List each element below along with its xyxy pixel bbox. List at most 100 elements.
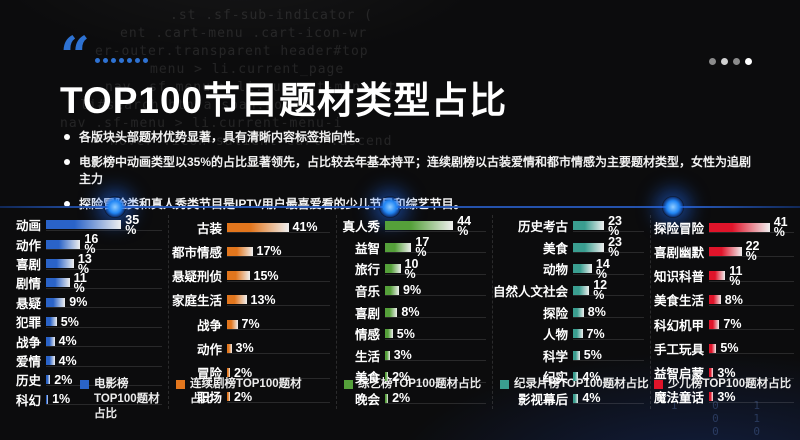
legend-item: 少儿榜TOP100题材占比 [650,377,800,422]
category-label: 纪实 [542,371,568,386]
chart-row: 探险 8% [493,301,647,323]
chart-row: 科幻 1% [0,390,165,409]
quote-dot-icon [126,58,132,63]
value-label: 8% [724,292,743,307]
bar-segment [227,295,247,305]
legend-swatch-icon [80,380,89,389]
pagination-dot[interactable] [721,58,728,65]
chart-row: 爱情 4% [0,351,165,370]
bar-segment [709,246,742,256]
chart-row: 益智启蒙 3% [651,361,797,385]
value-label: 8% [401,305,420,320]
category-label: 探险 [542,306,568,321]
chart-column: 真人秀 44 % 益智 17 % 旅行 10 % 音乐 9% 喜剧 8% 情感 … [336,215,492,409]
category-label: 职场 [196,391,222,406]
bar-segment [46,375,51,385]
bar-segment [46,259,74,269]
category-label: 音乐 [354,284,380,299]
bar-segment [573,307,584,317]
page-title: TOP100节目题材类型占比 [60,80,508,121]
value-label: 2% [392,391,411,406]
category-label: 情感 [354,328,380,343]
category-label: 动作 [15,238,41,253]
value-label: 14 % [595,256,610,281]
value-label: 2% [54,372,73,387]
category-label: 美食生活 [653,294,704,309]
chart-row: 古装 41% [169,215,333,239]
category-label: 都市情感 [171,245,222,260]
bar-segment [227,271,250,281]
chart-row: 纪实 4% [493,366,647,388]
bullet-item: 电影榜中动画类型以35%的占比显著领先，占比较去年基本持平；连续剧榜以古装爱情和… [62,154,762,188]
chart-row: 旅行 10 % [337,258,489,280]
category-label: 冒险 [196,367,222,382]
bar-segment [227,392,230,402]
bar-segment [46,336,55,346]
bar-segment [573,264,592,274]
category-label: 犯罪 [15,316,41,331]
chart-legend: 电影榜TOP100题材占比 连续剧榜TOP100题材占比 综艺榜TOP100题材… [0,377,800,422]
legend-swatch-icon [654,380,663,389]
value-label: 23 % [608,235,622,260]
pagination-dot[interactable] [745,58,752,65]
chart-row: 战争 7% [169,312,333,336]
chart-row: 生活 3% [337,344,489,366]
value-label: 23 % [608,213,622,238]
chart-column: 动画 35 % 动作 16 % 喜剧 13 % 剧情 11 % 悬疑 9% 犯罪… [0,213,168,409]
category-label: 喜剧 [354,306,380,321]
chart-row: 喜剧 13 % [0,252,165,275]
bar-segment [227,343,232,353]
chart-row: 剧情 11 % [0,270,165,295]
chart-row: 历史 2% [0,370,165,389]
value-label: 10 % [404,256,419,281]
category-label: 古装 [196,221,222,236]
legend-label: 纪录片榜TOP100题材占比 [514,378,649,390]
chart-row: 知识科普 11 % [651,264,797,288]
value-label: 5% [583,348,602,363]
chart-row: 悬疑 9% [0,293,165,312]
category-label: 历史 [15,374,41,389]
quote-dot-icon [134,58,140,63]
value-label: 11 % [73,270,87,295]
chart-row: 悬疑刑侦 15% [169,264,333,288]
value-label: 3% [717,365,736,380]
category-label: 家庭生活 [171,294,222,309]
quote-dots [94,58,148,63]
chart-row: 动作 16 % [0,233,165,255]
category-label: 悬疑 [15,296,41,311]
bar-segment [573,372,579,382]
category-label: 益智 [354,241,380,256]
category-label: 科学 [542,349,568,364]
pagination-dot[interactable] [709,58,716,65]
legend-swatch-icon [344,380,353,389]
category-label: 战争 [196,318,222,333]
chart-column: 探险冒险 41 % 喜剧幽默 22 % 知识科普 11 % 美食生活 8% 科幻… [650,215,800,409]
pagination-dot[interactable] [733,58,740,65]
chart-row: 科学 5% [493,344,647,366]
legend-label: 综艺榜TOP100题材占比 [358,378,482,390]
chart-row: 美食 2% [337,366,489,388]
bar-segment [573,393,579,403]
chart-row: 家庭生活 13% [169,288,333,312]
chart-row: 历史考古 23 % [493,215,647,237]
category-label: 科幻机甲 [653,318,704,333]
value-label: 4% [582,369,601,384]
bar-segment [385,350,390,360]
bar-segment [709,368,714,378]
chart-row: 手工玩具 5% [651,336,797,360]
bar-segment [46,394,49,404]
category-label: 影视幕后 [517,392,568,407]
category-label: 历史考古 [517,220,568,235]
chart-row: 魔法童话 3% [651,385,797,409]
bar-segment [709,319,720,329]
value-label: 41% [292,220,318,235]
chart-row: 动物 14 % [493,258,647,280]
value-label: 2% [392,369,411,384]
category-label: 生活 [354,349,380,364]
value-label: 3% [393,348,412,363]
chart-row: 犯罪 5% [0,312,165,331]
pagination-dots [709,58,752,65]
bar-segment [573,329,583,339]
chart-row: 喜剧 8% [337,301,489,323]
value-label: 11 % [729,263,743,288]
